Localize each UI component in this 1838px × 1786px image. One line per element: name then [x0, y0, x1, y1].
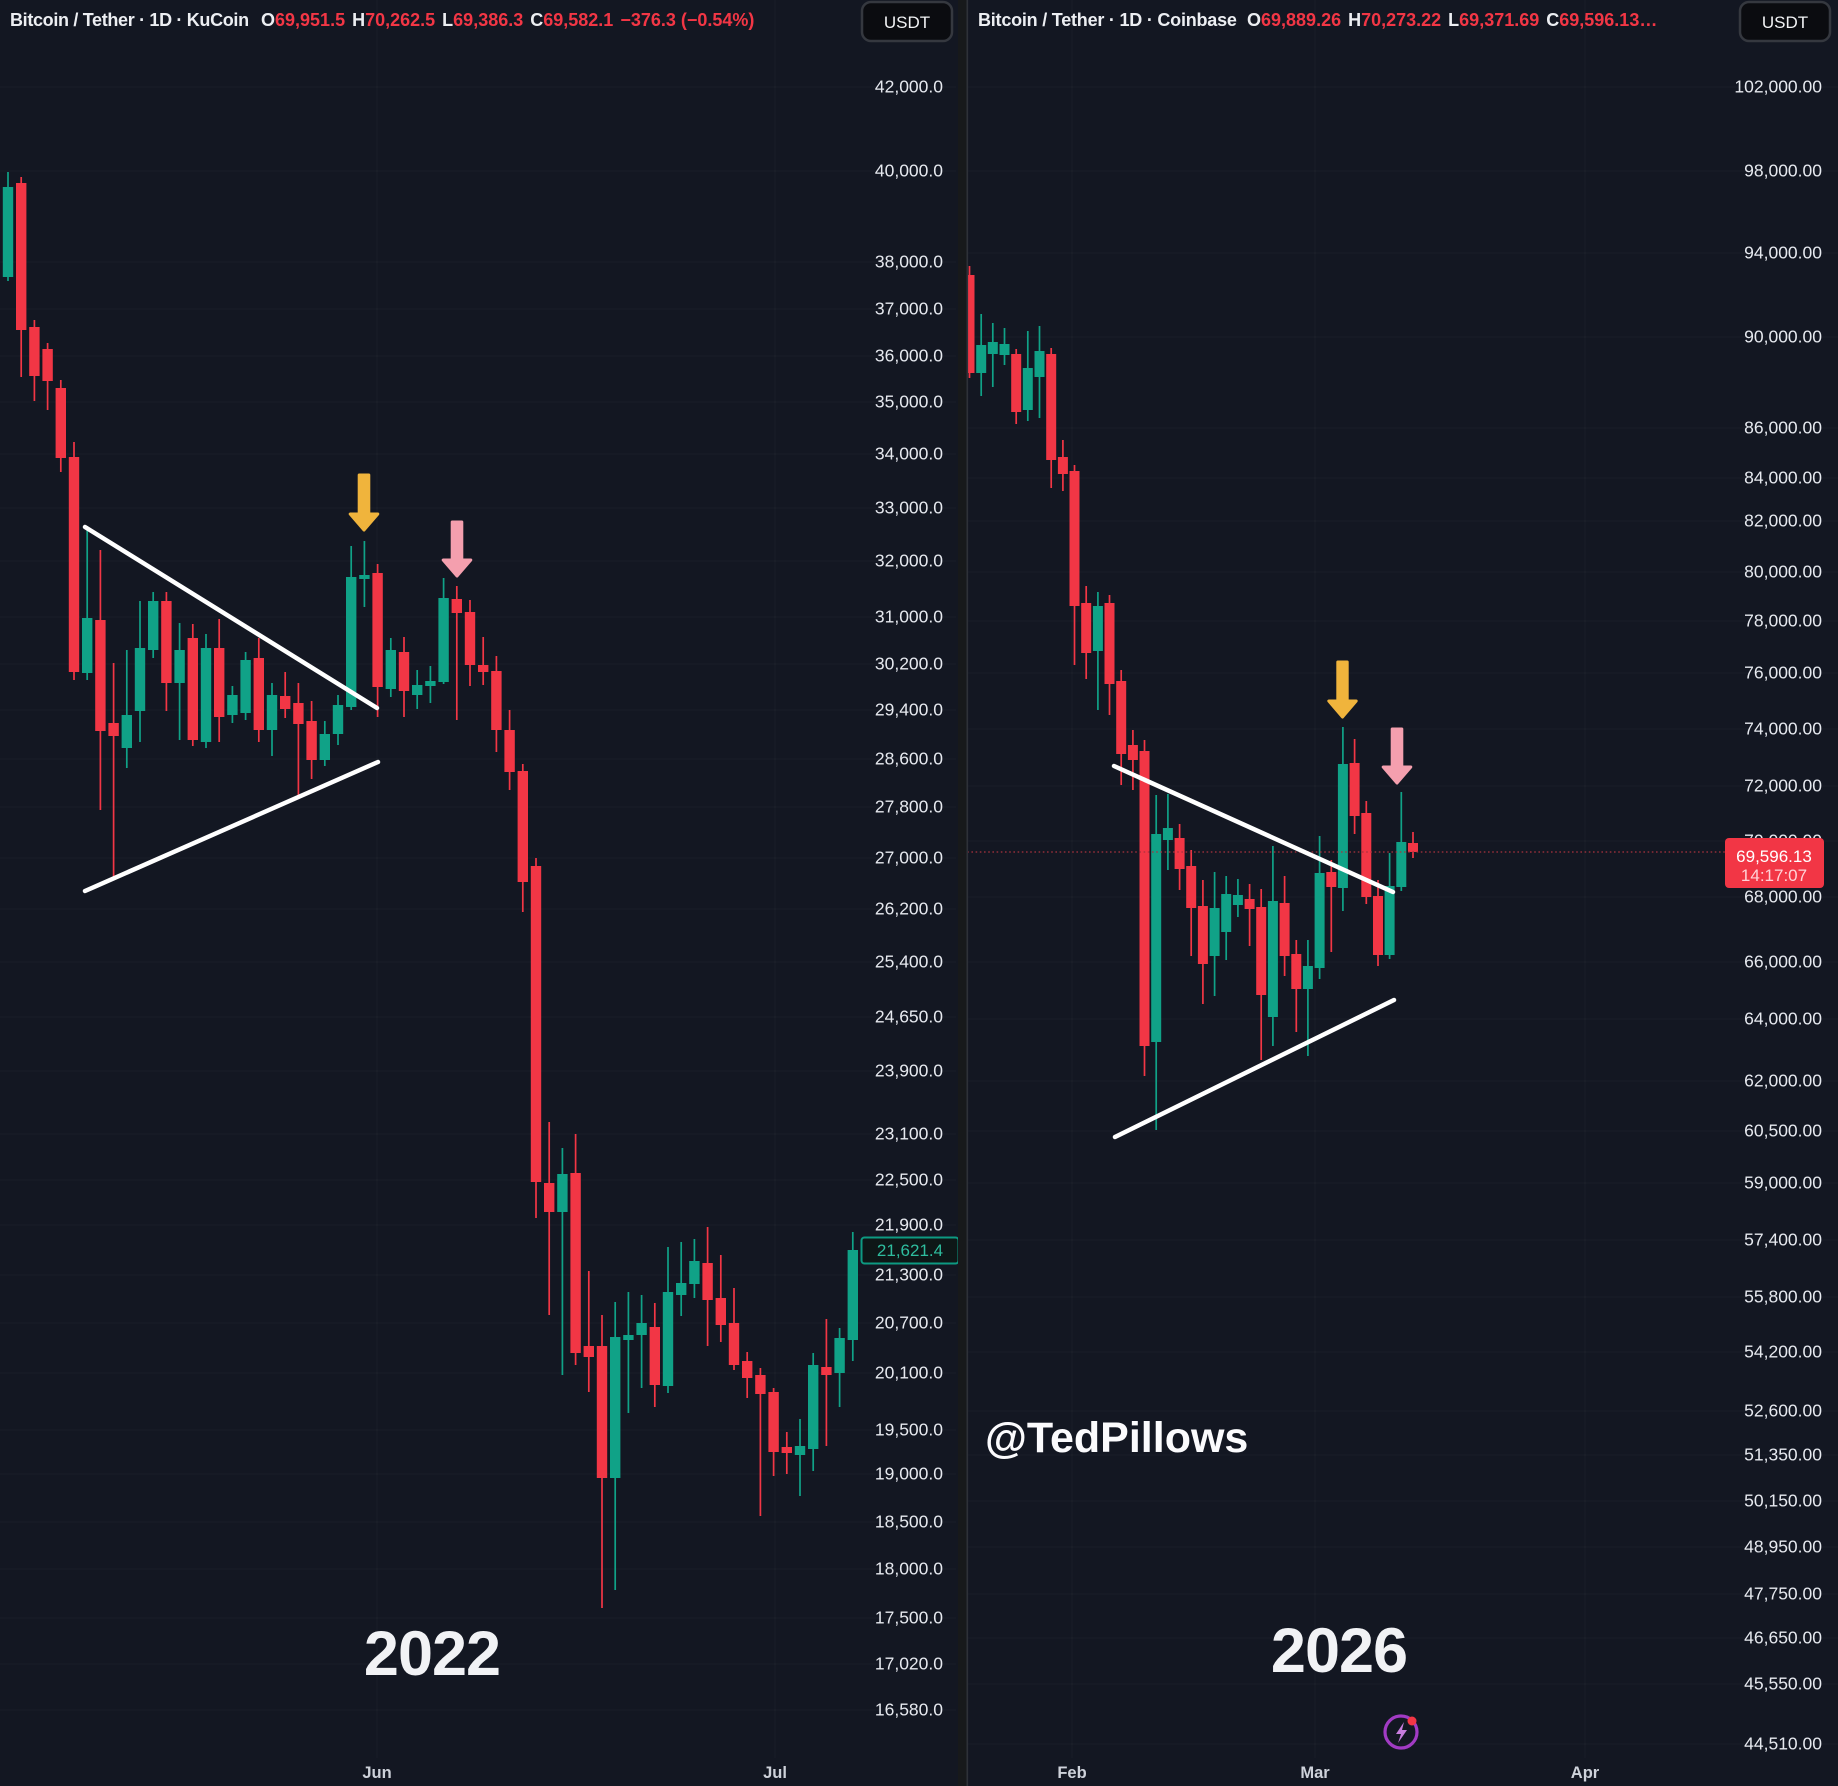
svg-text:102,000.00: 102,000.00: [1734, 77, 1822, 97]
svg-text:94,000.00: 94,000.00: [1744, 243, 1822, 263]
svg-text:17,020.0: 17,020.0: [875, 1654, 943, 1674]
svg-text:31,000.0: 31,000.0: [875, 607, 943, 627]
svg-text:21,621.4: 21,621.4: [877, 1241, 943, 1260]
svg-text:Feb: Feb: [1057, 1764, 1086, 1782]
svg-text:69,596.13: 69,596.13: [1736, 847, 1812, 866]
svg-text:27,000.0: 27,000.0: [875, 848, 943, 868]
svg-text:USDT: USDT: [1762, 13, 1808, 32]
svg-text:32,000.0: 32,000.0: [875, 551, 943, 571]
svg-text:47,750.00: 47,750.00: [1744, 1584, 1822, 1604]
svg-text:Bitcoin / Tether · 1D · Coinba: Bitcoin / Tether · 1D · Coinbase: [978, 10, 1237, 30]
svg-text:18,000.0: 18,000.0: [875, 1559, 943, 1579]
svg-text:82,000.00: 82,000.00: [1744, 511, 1822, 531]
svg-text:20,100.0: 20,100.0: [875, 1363, 943, 1383]
svg-text:14:17:07: 14:17:07: [1741, 866, 1807, 885]
svg-text:34,000.0: 34,000.0: [875, 444, 943, 464]
svg-text:76,000.00: 76,000.00: [1744, 663, 1822, 683]
svg-text:21,300.0: 21,300.0: [875, 1265, 943, 1285]
svg-text:Jun: Jun: [362, 1764, 391, 1782]
svg-text:60,500.00: 60,500.00: [1744, 1121, 1822, 1141]
svg-text:62,000.00: 62,000.00: [1744, 1071, 1822, 1091]
svg-text:42,000.0: 42,000.0: [875, 77, 943, 97]
svg-text:33,000.0: 33,000.0: [875, 498, 943, 518]
svg-text:25,400.0: 25,400.0: [875, 952, 943, 972]
svg-text:78,000.00: 78,000.00: [1744, 611, 1822, 631]
svg-text:Jul: Jul: [763, 1764, 787, 1782]
svg-text:16,580.0: 16,580.0: [875, 1700, 943, 1720]
svg-text:48,950.00: 48,950.00: [1744, 1537, 1822, 1557]
svg-text:36,000.0: 36,000.0: [875, 346, 943, 366]
svg-text:68,000.00: 68,000.00: [1744, 887, 1822, 907]
svg-text:51,350.00: 51,350.00: [1744, 1445, 1822, 1465]
svg-text:26,200.0: 26,200.0: [875, 899, 943, 919]
svg-text:59,000.00: 59,000.00: [1744, 1173, 1822, 1193]
svg-text:21,900.0: 21,900.0: [875, 1215, 943, 1235]
svg-text:18,500.0: 18,500.0: [875, 1512, 943, 1532]
svg-text:2022: 2022: [364, 1619, 500, 1689]
svg-text:27,800.0: 27,800.0: [875, 797, 943, 817]
svg-text:54,200.00: 54,200.00: [1744, 1342, 1822, 1362]
svg-text:17,500.0: 17,500.0: [875, 1608, 943, 1628]
svg-text:20,700.0: 20,700.0: [875, 1313, 943, 1333]
svg-text:37,000.0: 37,000.0: [875, 299, 943, 319]
svg-text:2026: 2026: [1271, 1616, 1407, 1686]
svg-text:86,000.00: 86,000.00: [1744, 418, 1822, 438]
svg-text:64,000.00: 64,000.00: [1744, 1009, 1822, 1029]
svg-text:35,000.0: 35,000.0: [875, 392, 943, 412]
svg-text:80,000.00: 80,000.00: [1744, 562, 1822, 582]
svg-text:55,800.00: 55,800.00: [1744, 1287, 1822, 1307]
svg-text:90,000.00: 90,000.00: [1744, 327, 1822, 347]
svg-text:29,400.0: 29,400.0: [875, 700, 943, 720]
svg-text:38,000.0: 38,000.0: [875, 252, 943, 272]
svg-text:USDT: USDT: [884, 13, 930, 32]
svg-text:46,650.00: 46,650.00: [1744, 1628, 1822, 1648]
svg-text:52,600.00: 52,600.00: [1744, 1401, 1822, 1421]
svg-text:40,000.0: 40,000.0: [875, 161, 943, 181]
svg-text:23,900.0: 23,900.0: [875, 1061, 943, 1081]
svg-text:28,600.0: 28,600.0: [875, 749, 943, 769]
svg-text:Apr: Apr: [1571, 1764, 1600, 1782]
svg-text:74,000.00: 74,000.00: [1744, 719, 1822, 739]
svg-text:19,000.0: 19,000.0: [875, 1464, 943, 1484]
svg-text:19,500.0: 19,500.0: [875, 1420, 943, 1440]
svg-text:98,000.00: 98,000.00: [1744, 161, 1822, 181]
svg-text:45,550.00: 45,550.00: [1744, 1674, 1822, 1694]
svg-text:57,400.00: 57,400.00: [1744, 1230, 1822, 1250]
svg-text:22,500.0: 22,500.0: [875, 1170, 943, 1190]
svg-text:@TedPillows: @TedPillows: [985, 1414, 1248, 1462]
svg-text:84,000.00: 84,000.00: [1744, 468, 1822, 488]
svg-text:44,510.00: 44,510.00: [1744, 1734, 1822, 1754]
svg-text:66,000.00: 66,000.00: [1744, 952, 1822, 972]
svg-text:Mar: Mar: [1300, 1764, 1330, 1782]
svg-text:30,200.0: 30,200.0: [875, 654, 943, 674]
svg-text:24,650.0: 24,650.0: [875, 1007, 943, 1027]
svg-text:23,100.0: 23,100.0: [875, 1124, 943, 1144]
svg-text:50,150.00: 50,150.00: [1744, 1491, 1822, 1511]
svg-text:Bitcoin / Tether · 1D · KuCoin: Bitcoin / Tether · 1D · KuCoin: [10, 10, 249, 30]
svg-text:72,000.00: 72,000.00: [1744, 776, 1822, 796]
